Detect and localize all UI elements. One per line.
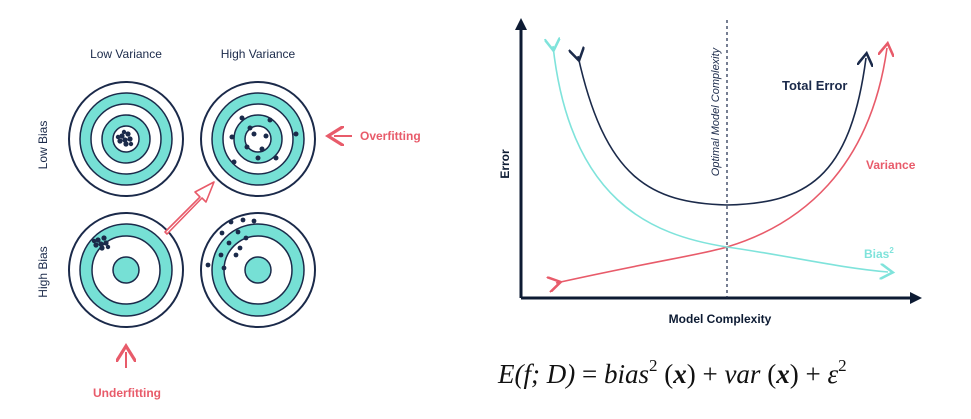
formula-var: var	[724, 359, 761, 389]
optimal-complexity-label: Optimal Model Complexity	[710, 46, 722, 176]
y-axis-arrowhead	[515, 18, 527, 30]
target-high-bias-low-variance	[68, 212, 184, 328]
formula-epsilon: ε	[827, 359, 839, 389]
x-axis-arrowhead	[910, 292, 922, 304]
formula-lhs: E(f; D)	[498, 359, 576, 389]
formula-plus-2: +	[805, 359, 821, 389]
variance-label: Variance	[866, 158, 916, 172]
row-label-high-bias: High Bias	[36, 246, 50, 297]
formula-epsilon-square: 2	[838, 356, 847, 375]
formula-x-1: x	[673, 359, 687, 389]
formula-equals: =	[581, 359, 598, 389]
target-high-bias-high-variance	[200, 212, 316, 328]
x-axis-label: Model Complexity	[669, 312, 772, 326]
target-low-bias-low-variance	[68, 81, 184, 197]
bias-curve	[553, 46, 888, 272]
formula-bias: bias	[603, 359, 649, 389]
col-label-high-variance: High Variance	[221, 47, 296, 61]
bias-variance-formula: E(f; D) = bias2 (x) + var (x) + ε2	[498, 356, 847, 389]
row-label-low-bias: Low Bias	[36, 121, 50, 170]
error-chart: Optimal Model Complexity Error Model Com…	[498, 18, 922, 326]
formula-bias-square: 2	[648, 356, 658, 375]
formula-x-2: x	[776, 359, 790, 389]
bias-label: Bias2	[864, 246, 894, 261]
y-axis-label: Error	[498, 149, 512, 179]
col-label-low-variance: Low Variance	[90, 47, 162, 61]
total-error-label: Total Error	[782, 78, 848, 93]
formula-plus-1: +	[702, 359, 718, 389]
overfitting-label: Overfitting	[360, 129, 421, 143]
target-low-bias-high-variance	[200, 81, 316, 197]
underfitting-label: Underfitting	[93, 386, 161, 400]
diagonal-arrow	[164, 181, 215, 235]
